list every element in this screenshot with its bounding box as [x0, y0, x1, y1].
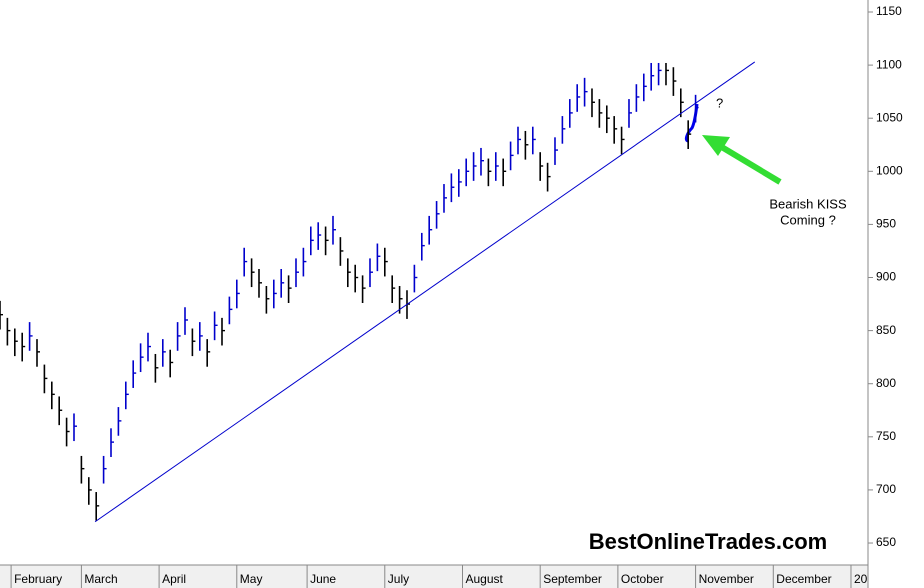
question-mark: ?: [716, 95, 723, 110]
x-tick-label: March: [84, 572, 117, 586]
y-tick-label: 750: [876, 429, 896, 443]
y-tick-label: 650: [876, 535, 896, 549]
y-tick-label: 1150: [876, 4, 902, 18]
callout-arrow: [713, 140, 782, 185]
y-tick-label: 850: [876, 323, 896, 337]
y-tick-label: 1050: [876, 110, 903, 124]
trendline: [94, 61, 756, 523]
x-tick-label: February: [14, 572, 62, 586]
y-tick-label: 900: [876, 270, 896, 284]
x-tick-label: July: [388, 572, 409, 586]
y-tick-label: 700: [876, 482, 896, 496]
callout-text: Coming ?: [780, 212, 836, 227]
y-tick-label: 1000: [876, 163, 903, 177]
y-tick-label: 950: [876, 217, 896, 231]
x-tick-label: November: [699, 572, 754, 586]
callout-arrowhead: [702, 135, 730, 156]
x-tick-label: May: [240, 572, 263, 586]
x-tick-label: September: [543, 572, 602, 586]
y-tick-label: 800: [876, 376, 896, 390]
x-tick-label: April: [162, 572, 186, 586]
x-tick-label: October: [621, 572, 664, 586]
watermark: BestOnlineTrades.com: [589, 529, 827, 554]
x-tick-label: 20: [854, 572, 868, 586]
y-tick-label: 1100: [876, 57, 902, 71]
callout-text: Bearish KISS: [769, 196, 847, 211]
x-tick-label: August: [465, 572, 503, 586]
x-tick-label: June: [310, 572, 336, 586]
x-axis-band: [0, 565, 868, 588]
x-tick-label: December: [776, 572, 831, 586]
